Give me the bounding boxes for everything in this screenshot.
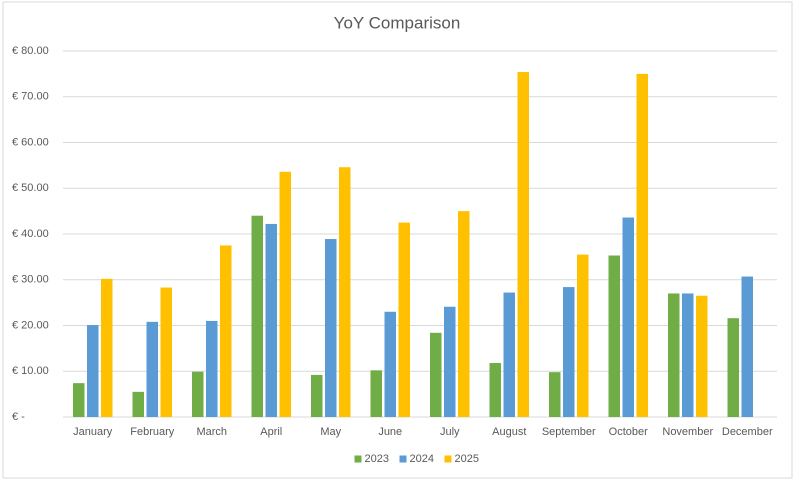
y-tick-label: € 60.00 — [12, 136, 49, 148]
legend-label: 2023 — [365, 453, 389, 465]
bar — [101, 278, 113, 417]
x-tick-label: March — [196, 426, 227, 438]
bar — [87, 325, 99, 417]
bar — [563, 287, 575, 417]
bar — [339, 167, 351, 417]
bar — [251, 215, 263, 417]
chart-title: YoY Comparison — [334, 13, 461, 32]
bar — [517, 72, 529, 418]
x-tick-label: February — [130, 426, 175, 438]
x-tick-label: July — [440, 426, 460, 438]
bar — [132, 391, 144, 417]
bar — [206, 320, 218, 417]
x-tick-label: August — [492, 426, 526, 438]
bar — [444, 306, 456, 417]
x-tick-label: November — [662, 426, 713, 438]
y-tick-label: € 20.00 — [12, 319, 49, 331]
bar — [622, 217, 634, 417]
x-tick-label: May — [320, 426, 341, 438]
bar — [741, 276, 753, 417]
bar — [636, 73, 648, 417]
y-tick-label: € 10.00 — [12, 365, 49, 377]
bar — [384, 311, 396, 417]
y-tick-label: € 30.00 — [12, 274, 49, 286]
bar — [668, 293, 680, 417]
bar — [265, 223, 277, 417]
bar — [489, 363, 501, 417]
bar — [220, 245, 232, 417]
bar — [608, 255, 620, 417]
x-tick-label: April — [260, 426, 282, 438]
y-tick-label: € 80.00 — [12, 45, 49, 57]
bar — [279, 171, 291, 417]
bar — [503, 292, 515, 417]
bar — [682, 293, 694, 417]
x-tick-label: October — [609, 426, 648, 438]
bar — [73, 383, 85, 417]
bar — [549, 372, 561, 417]
bar — [325, 239, 337, 417]
y-tick-label: € 70.00 — [12, 91, 49, 103]
bar — [192, 371, 204, 417]
y-tick-label: € - — [12, 411, 25, 423]
legend-swatch — [444, 455, 452, 463]
bar — [398, 222, 410, 417]
x-tick-label: June — [378, 426, 402, 438]
bar — [577, 254, 589, 417]
x-tick-label: September — [542, 426, 596, 438]
x-tick-label: January — [73, 426, 113, 438]
legend-swatch — [354, 455, 362, 463]
x-tick-label: December — [722, 426, 773, 438]
y-tick-label: € 40.00 — [12, 228, 49, 240]
y-tick-label: € 50.00 — [12, 182, 49, 194]
bar — [727, 318, 739, 417]
legend-label: 2025 — [455, 453, 479, 465]
bar — [696, 295, 708, 417]
bar — [458, 211, 470, 417]
bar — [370, 370, 382, 417]
bar — [311, 374, 323, 417]
bar — [146, 321, 158, 417]
legend-swatch — [399, 455, 407, 463]
bar — [430, 332, 442, 417]
legend-label: 2024 — [410, 453, 434, 465]
bar — [160, 287, 172, 417]
